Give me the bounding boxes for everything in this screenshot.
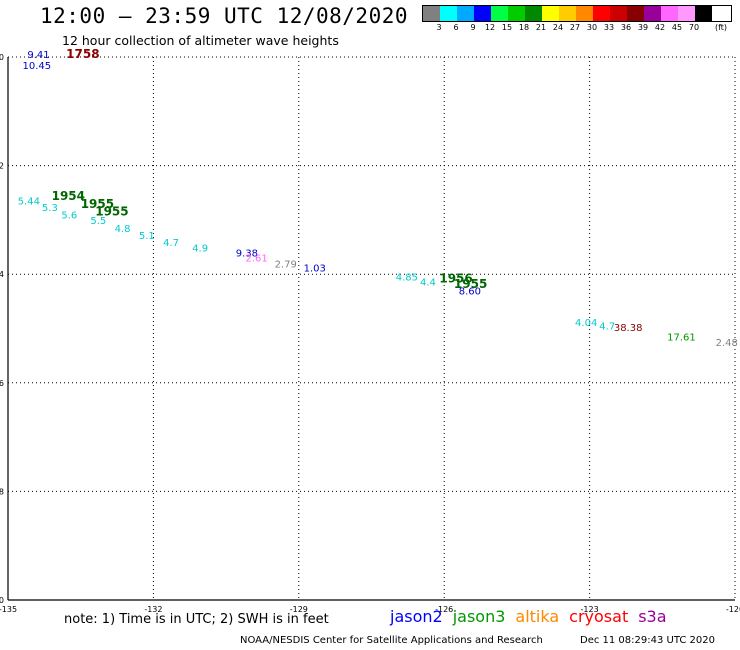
lon-tick-label: -126 (435, 605, 453, 614)
color-legend: 3 6 9 12 15 18 21 24 27 30 33 36 39 42 45 70 (ft) (422, 5, 732, 34)
wave-height-label: 4.7 (599, 322, 615, 333)
legend-swatch (491, 6, 508, 21)
legend-swatch (542, 6, 559, 21)
legend-swatch (678, 6, 695, 21)
legend-swatch (474, 6, 491, 21)
wave-height-label: 1955 (95, 205, 128, 219)
map-subtitle: 12 hour collection of altimeter wave hei… (62, 33, 339, 48)
legend-swatch (695, 6, 712, 21)
legend-color-bar (422, 5, 732, 22)
legend-tick: 30 (586, 23, 598, 32)
legend-swatch (440, 6, 457, 21)
wave-height-label: 8.60 (459, 286, 481, 297)
legend-swatch (610, 6, 627, 21)
legend-swatch (644, 6, 661, 21)
legend-tick: 12 (484, 23, 496, 32)
wave-height-label: 4.04 (575, 318, 597, 329)
wave-height-label: 38.38 (614, 323, 643, 334)
satellite-legend: jason2 jason3 altika cryosat s3a (390, 607, 677, 626)
legend-tick: 42 (654, 23, 666, 32)
legend-unit: (ft) (714, 23, 728, 32)
lat-tick-label: -60 (0, 53, 4, 62)
wave-height-label: 2.61 (245, 254, 267, 265)
wave-height-label: 4.4 (420, 278, 436, 289)
wave-height-label: 5.44 (18, 197, 40, 208)
satellite-label: jason2 (390, 607, 443, 626)
legend-tick: 15 (501, 23, 513, 32)
legend-swatch (559, 6, 576, 21)
satellite-label: altika (515, 607, 560, 626)
legend-swatch (593, 6, 610, 21)
legend-swatch (576, 6, 593, 21)
wave-height-label: 1955 (81, 197, 114, 211)
lon-tick-label: -129 (290, 605, 308, 614)
lon-tick-label: -132 (144, 605, 162, 614)
legend-swatch (661, 6, 678, 21)
wave-height-label: 10.45 (23, 61, 52, 72)
legend-tick: 70 (688, 23, 700, 32)
wave-height-label: 2.48 (716, 338, 738, 349)
wave-height-label: 5.5 (90, 216, 106, 227)
lat-tick-label: -66 (0, 379, 4, 388)
wave-height-label: 4.85 (396, 273, 418, 284)
lat-tick-label: -62 (0, 162, 4, 171)
generated-timestamp: Dec 11 08:29:43 UTC 2020 (580, 635, 715, 646)
wave-height-label: 1956 (439, 271, 472, 285)
satellite-label: jason3 (452, 607, 506, 626)
wave-height-label: 4.7 (163, 238, 179, 249)
wave-height-label: 2.79 (275, 260, 297, 271)
satellite-label: cryosat (569, 607, 629, 626)
legend-tick: 39 (637, 23, 649, 32)
satellite-label: s3a (638, 607, 667, 626)
legend-swatch (457, 6, 474, 21)
lon-tick-label: -135 (0, 605, 17, 614)
wave-height-label: 1758 (66, 47, 99, 61)
legend-tick: 9 (470, 23, 476, 32)
wave-height-label: 1954 (52, 189, 85, 203)
map-title: 12:00 – 23:59 UTC 12/08/2020 (40, 4, 409, 28)
legend-swatch (423, 6, 440, 21)
legend-tick: 3 (436, 23, 442, 32)
wave-height-label: 9.38 (236, 248, 258, 259)
legend-tick: 45 (671, 23, 683, 32)
lat-tick-label: -64 (0, 270, 4, 279)
wave-height-label: 17.61 (667, 332, 696, 343)
legend-swatch (525, 6, 542, 21)
wave-height-label: 5.6 (61, 210, 77, 221)
wave-height-label: 1955 (454, 277, 487, 291)
legend-tick: 33 (603, 23, 615, 32)
legend-swatch (508, 6, 525, 21)
lat-tick-label: -70 (0, 596, 4, 605)
wave-height-label: 5.1 (139, 231, 155, 242)
lat-tick-label: -68 (0, 487, 4, 496)
legend-swatch (627, 6, 644, 21)
credit-line: NOAA/NESDIS Center for Satellite Applica… (240, 635, 543, 646)
legend-tick: 6 (453, 23, 459, 32)
legend-tick: 27 (569, 23, 581, 32)
wave-height-label: 5.3 (42, 203, 58, 214)
legend-tick: 21 (535, 23, 547, 32)
wave-height-label: 9.41 (27, 50, 49, 61)
wave-height-label: 1.03 (304, 263, 326, 274)
lon-tick-label: -120 (726, 605, 740, 614)
legend-tick: 36 (620, 23, 632, 32)
wave-height-label: 4.8 (115, 224, 131, 235)
lon-tick-label: -123 (581, 605, 599, 614)
footer-note: note: 1) Time is in UTC; 2) SWH is in fe… (64, 612, 329, 627)
legend-tick: 24 (552, 23, 564, 32)
legend-tick-labels: 3 6 9 12 15 18 21 24 27 30 33 36 39 42 45 70 (ft) (422, 22, 732, 34)
legend-tick: 18 (518, 23, 530, 32)
wave-height-label: 4.9 (192, 243, 208, 254)
